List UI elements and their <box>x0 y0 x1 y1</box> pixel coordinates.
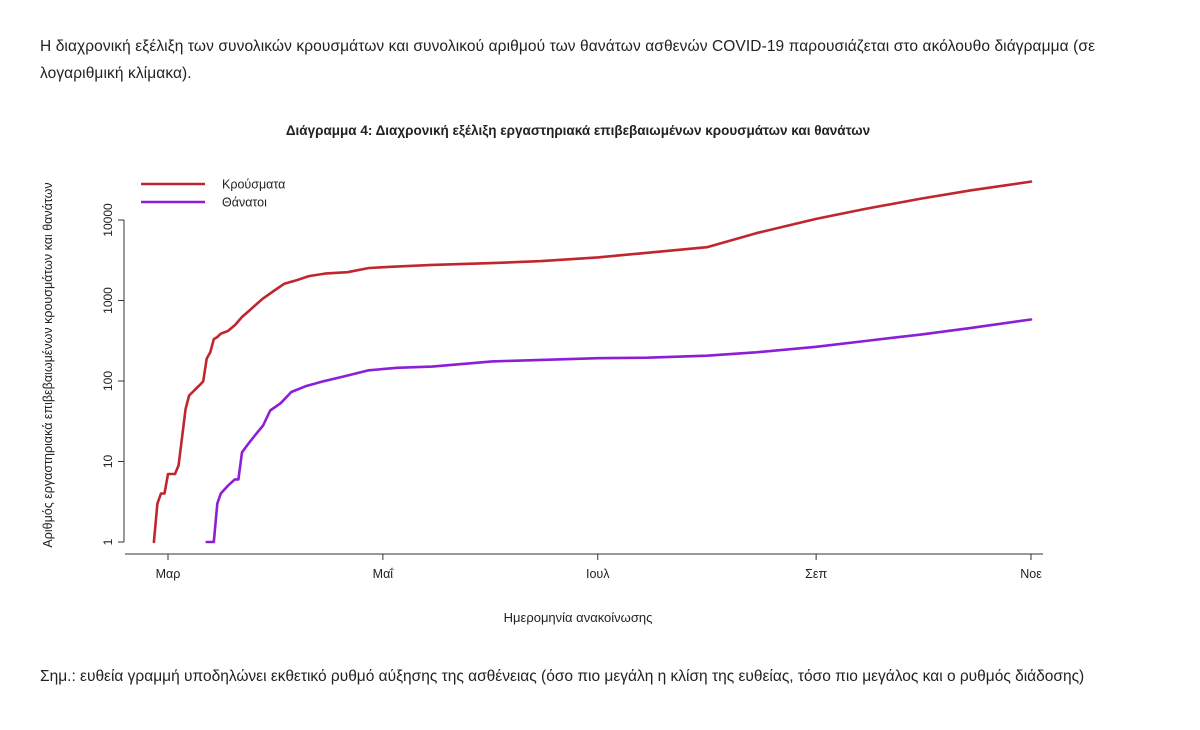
x-tick-label: Μαρ <box>156 567 181 581</box>
x-axis-label: Ημερομηνία ανακοίνωσης <box>504 610 653 625</box>
legend-label: Κρούσματα <box>222 178 285 192</box>
y-tick-label: 1 <box>101 538 115 545</box>
y-tick-label: 1000 <box>101 287 115 314</box>
intro-paragraph: Η διαχρονική εξέλιξη των συνολικών κρουσ… <box>40 38 1096 82</box>
y-axis: 1 10 100 1000 10000 <box>101 203 125 545</box>
legend-label: Θάνατοι <box>222 196 267 210</box>
y-tick-label: 10000 <box>101 203 115 237</box>
y-tick-label: 100 <box>101 371 115 391</box>
series-line-cases <box>152 180 1033 544</box>
chart-container: Διάγραμμα 4: Διαχρονική εξέλιξη εργαστηρ… <box>0 110 1200 650</box>
chart-title: Διάγραμμα 4: Διαχρονική εξέλιξη εργαστηρ… <box>286 123 870 138</box>
x-tick-label: Νοε <box>1020 567 1042 581</box>
x-tick-label: Μαΐ <box>373 567 395 581</box>
footnote: Σημ.: ευθεία γραμμή υποδηλώνει εκθετικό … <box>40 668 1085 685</box>
x-tick-label: Σεπ <box>805 567 827 581</box>
y-tick-label: 10 <box>101 455 115 469</box>
line-chart: Διάγραμμα 4: Διαχρονική εξέλιξη εργαστηρ… <box>41 123 1043 625</box>
series-layer <box>152 180 1033 544</box>
x-axis: Μαρ Μαΐ Ιουλ Σεπ Νοε <box>125 553 1043 581</box>
series-line-deaths <box>205 318 1033 544</box>
y-axis-label: Αριθμός εργαστηριακά επιβεβαιωμένων κρου… <box>41 182 55 547</box>
x-tick-label: Ιουλ <box>586 567 610 581</box>
legend: Κρούσματα Θάνατοι <box>141 178 285 210</box>
